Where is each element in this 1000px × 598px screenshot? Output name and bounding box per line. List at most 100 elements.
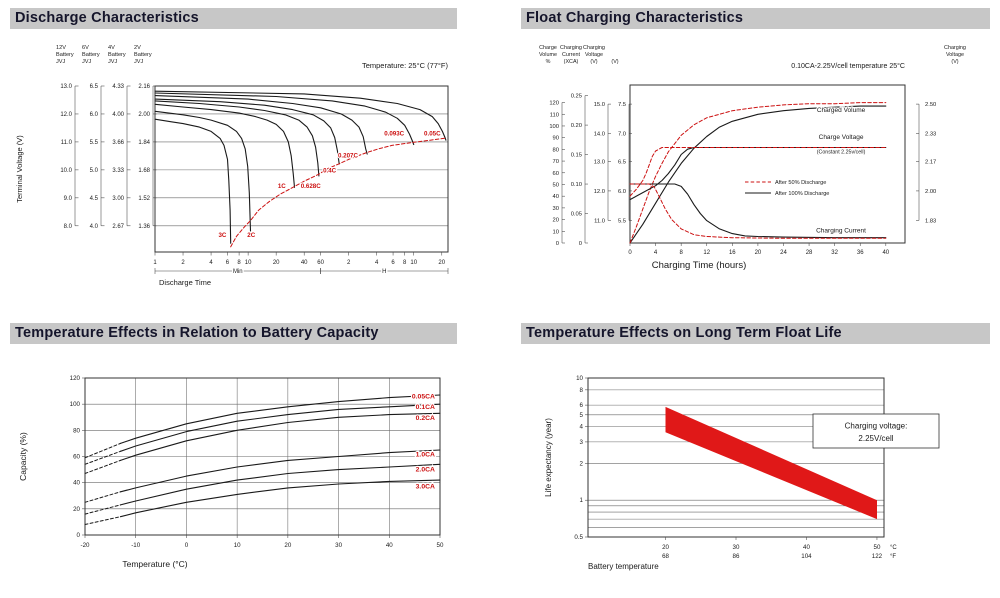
x-tick-label: 30: [335, 542, 342, 549]
y-tick-label: 100: [70, 401, 81, 408]
x-tick-label: 20: [284, 542, 291, 549]
x-tick-label: 4: [375, 260, 379, 266]
float-life-band: [665, 406, 877, 520]
series-2.0CA: [119, 463, 441, 506]
float-chart-canvas: ChargeVolume%120110100908070605040302010…: [539, 45, 966, 271]
y-tick-label: 0: [77, 532, 81, 539]
x-tick-label: 32: [831, 250, 838, 256]
y-tick-label: 11.0: [594, 218, 605, 224]
annotation: (Constant 2.25v/cell): [817, 150, 866, 156]
x-tick-label-celsius: 40: [803, 544, 810, 551]
x-unit-label: H: [382, 269, 386, 275]
axis-header: JVJ: [56, 59, 66, 65]
axis-header: Charging: [560, 45, 582, 51]
curve-label-2.0CA: 2.0CA: [416, 467, 435, 474]
x-tick-label: 8: [679, 250, 683, 256]
y-tick-label: 20: [73, 506, 80, 513]
y-axis-title: Terminal Voltage (V): [15, 135, 24, 203]
y-tick-label: 0: [579, 241, 582, 247]
series-0.628C: [154, 100, 320, 177]
y-tick-label: 4.33: [112, 84, 124, 90]
y-tick-label: 15.0: [594, 102, 605, 108]
axis-header: 6V: [82, 45, 89, 51]
x-tick-label: 40: [882, 250, 889, 256]
y-tick-label: 40: [73, 480, 80, 487]
x-axis-title: Charging Time (hours): [652, 260, 747, 271]
x-tick-label: 16: [729, 250, 736, 256]
curve-label-1.0CA: 1.0CA: [416, 452, 435, 459]
curve-label-1C: 1C: [278, 183, 286, 190]
y-tick-label: 3: [580, 439, 584, 446]
x-tick-label: 1: [153, 260, 157, 266]
temperature-capacity-chart: 0 20 40 60 80 100 120 -20 -10 0 10 20 30 40 50 Capacity…: [10, 353, 457, 590]
chart-note: Temperature: 25°C (77°F): [362, 61, 449, 70]
y-tick-label: 0.10: [571, 182, 582, 188]
y-tick-label: 3.33: [112, 168, 124, 174]
series-3C: [154, 118, 232, 244]
y-tick-label: 13.0: [60, 84, 72, 90]
y-tick-label: 5.0: [90, 168, 99, 174]
axis-header: (V): [590, 59, 597, 65]
axis-header: (XCA): [564, 59, 579, 65]
y-tick-label: 30: [553, 206, 559, 212]
axis-header: Charge: [539, 45, 557, 51]
x-tick-label: 10: [234, 542, 241, 549]
axis-header: Voltage: [585, 52, 603, 58]
curve-label-0.4C: 0.4C: [323, 167, 337, 174]
x-tick-label: 24: [780, 250, 787, 256]
curve-label-0.1CA: 0.1CA: [416, 404, 435, 411]
y-tick-label: 2: [580, 460, 584, 467]
series-1.0CA: [119, 449, 441, 493]
y-tick-label: 0.05: [571, 212, 582, 218]
curve-label-3.0CA: 3.0CA: [416, 484, 435, 491]
axis-header: 4V: [108, 45, 115, 51]
curve-label-2C: 2C: [247, 232, 255, 239]
y-tick-label: 60: [73, 454, 80, 461]
y-tick-label: 2.16: [138, 84, 150, 90]
axis-header: Charging: [944, 45, 966, 51]
series-charging-current-after-100pct-discharge: [629, 183, 887, 239]
curve-label-0.05C: 0.05C: [424, 130, 441, 137]
y-tick-label: 5.5: [90, 140, 99, 146]
chart-note: 0.10CA-2.25V/cell temperature 25°C: [791, 62, 905, 70]
y-tick-label: 10: [553, 229, 559, 235]
axis-header: Volume: [539, 52, 557, 58]
axis-header: Battery: [82, 52, 100, 58]
y-tick-label: 9.0: [64, 196, 73, 202]
x-axis-title: Battery temperature: [588, 562, 659, 571]
axis-header: (V): [611, 59, 618, 65]
y-tick-label: 40: [553, 194, 559, 200]
axis-header: JVJ: [82, 59, 92, 65]
series-charged-volume-after-50pct-discharge: [629, 102, 887, 244]
x-unit-label: Min: [233, 269, 243, 275]
y-tick-label: 6: [580, 402, 584, 409]
y-tick-label: 12.0: [594, 189, 605, 195]
note-box-line1: Charging voltage:: [845, 422, 908, 431]
x-tick-label-celsius: 30: [733, 544, 740, 551]
discharge-chart-canvas: 12VBatteryJVJ13.012.011.010.09.08.06VBat…: [15, 45, 449, 287]
panel-float-life: Temperature Effects on Long Term Float L…: [521, 323, 990, 591]
series-3.0CA-extrapolated: [84, 516, 121, 525]
y-tick-label: 7.5: [618, 102, 626, 108]
y-tick-label: 0.25: [571, 94, 582, 100]
float-life-chart-canvas: 1086543210.5206830864010450122°C°FChargi…: [544, 375, 940, 571]
y-tick-label: 6.0: [90, 112, 99, 118]
y-tick-label: 2.00: [925, 189, 936, 195]
y-tick-label: 120: [549, 101, 559, 107]
float-charging-chart: Charge Volume% 120 110 100 90 80 70 60 50 40 30 20 10…: [521, 38, 990, 295]
x-tick-label: 40: [386, 542, 393, 549]
x-tick-label: 36: [857, 250, 864, 256]
x-tick-label-fahrenheit: 122: [872, 553, 883, 560]
y-tick-label: 5: [580, 412, 584, 419]
x-tick-label: 6: [226, 260, 230, 266]
x-tick-label: 0: [628, 250, 632, 256]
x-tick-label: 10: [410, 260, 417, 266]
series-0.093C: [154, 92, 415, 146]
x-tick-label-fahrenheit: 86: [733, 553, 740, 560]
y-tick-label: 6.5: [90, 84, 99, 90]
series-1.0CA-extrapolated: [84, 491, 121, 503]
x-tick-label: 2: [347, 260, 351, 266]
capacity-chart-canvas: 0 20 40 60 80 100 120 -20 -10 0 10 20 30 40 50 Capacity…: [18, 375, 444, 569]
section-title-float-life: Temperature Effects on Long Term Float L…: [521, 323, 990, 344]
legend-label: After 50% Discharge: [775, 180, 826, 186]
